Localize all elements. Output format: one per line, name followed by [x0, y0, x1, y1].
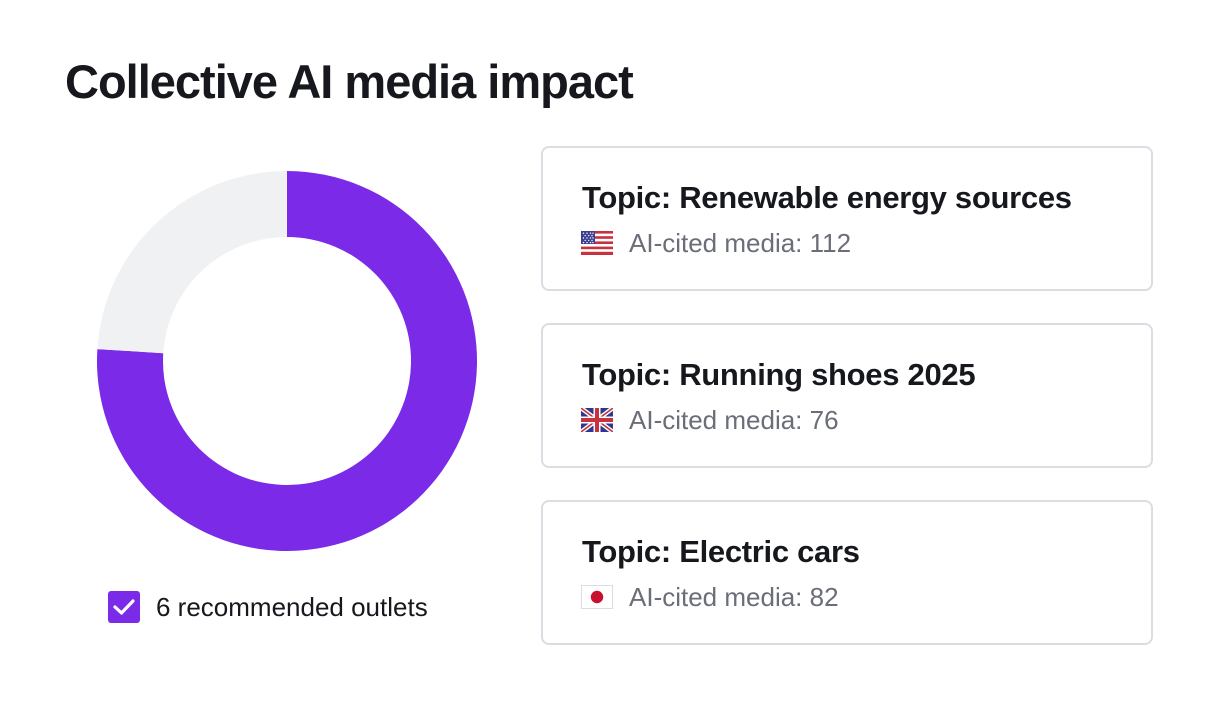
legend-label: 6 recommended outlets	[156, 591, 428, 622]
topic-card[interactable]: Topic: Renewable energy sources AI-cited…	[541, 146, 1153, 291]
ai-cited-count: AI-cited media: 76	[629, 404, 839, 435]
page-title: Collective AI media impact	[65, 55, 634, 108]
uk-flag-icon	[581, 408, 613, 432]
donut-slice-remainder	[97, 171, 287, 354]
topic-card[interactable]: Topic: Electric cars AI-cited media: 82	[541, 500, 1153, 645]
us-flag-icon	[581, 231, 613, 255]
donut-slice-recommended	[96, 171, 478, 551]
topic-title: Topic: Running shoes 2025	[582, 357, 976, 392]
topic-card[interactable]: Topic: Running shoes 2025 AI-cited media…	[541, 323, 1153, 468]
topic-title: Topic: Electric cars	[582, 534, 860, 569]
donut-chart	[96, 170, 478, 552]
ai-cited-count: AI-cited media: 82	[629, 581, 839, 612]
donut-chart-svg	[96, 171, 478, 551]
ai-cited-count: AI-cited media: 112	[629, 227, 852, 258]
legend: 6 recommended outlets	[108, 590, 428, 624]
recommended-outlets-checkbox[interactable]	[108, 591, 140, 623]
checkmark-icon	[113, 599, 135, 615]
topic-title: Topic: Renewable energy sources	[582, 180, 1072, 215]
japan-flag-icon	[581, 585, 613, 609]
